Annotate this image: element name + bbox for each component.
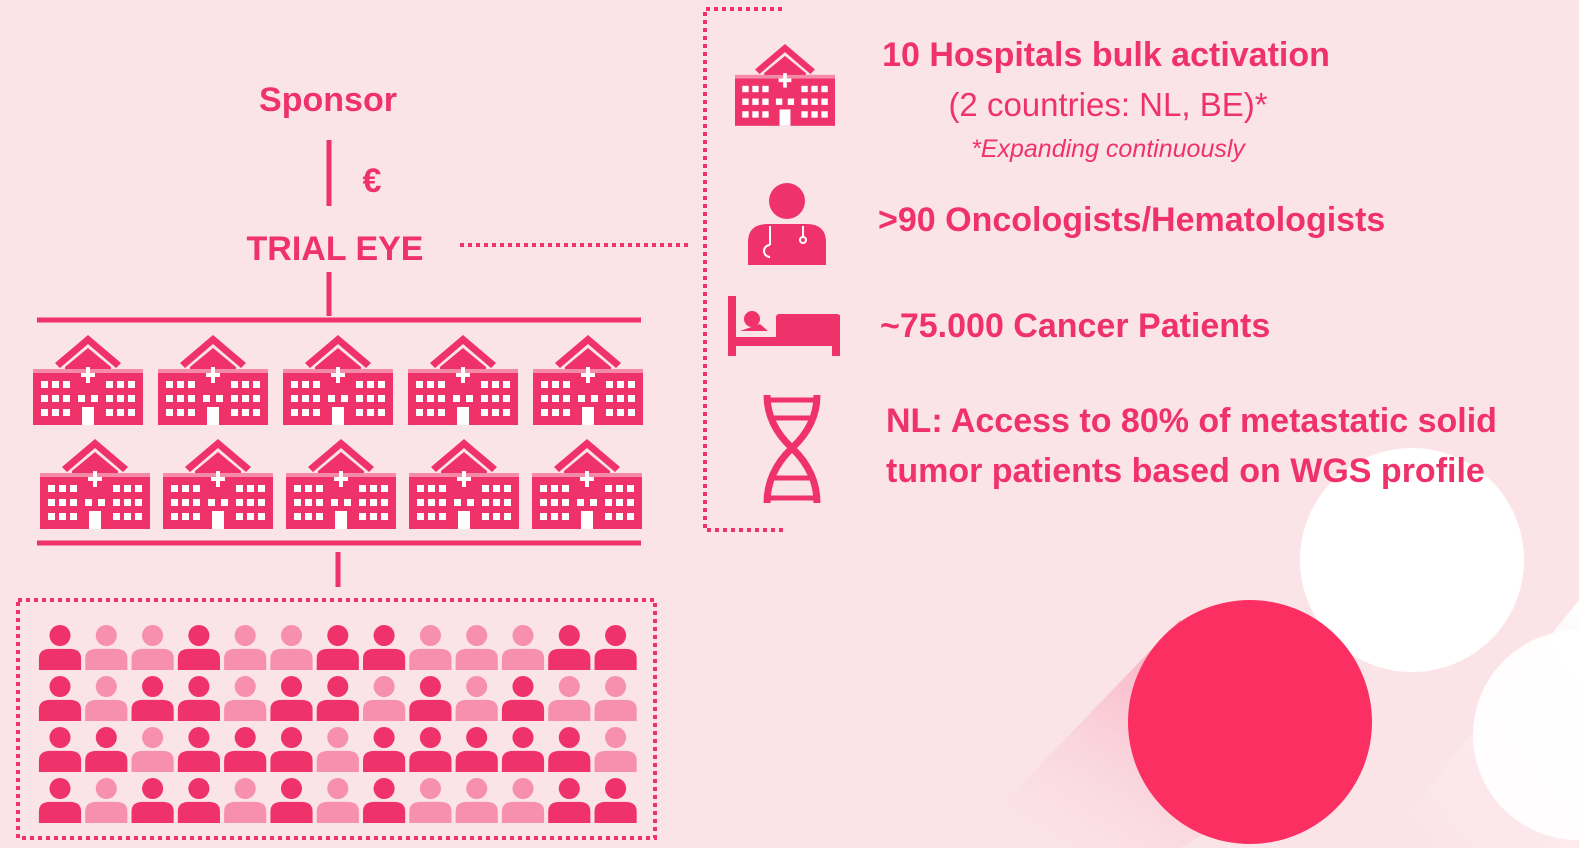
patient-icon	[39, 625, 81, 670]
dna-icon	[767, 395, 817, 503]
fact-line: NL: Access to 80% of metastatic solid	[886, 402, 1497, 440]
patient-icon	[85, 778, 127, 823]
hospital-icon	[33, 335, 143, 425]
patient-icon	[39, 727, 81, 772]
patient-icon	[85, 727, 127, 772]
hospital-icon	[158, 335, 268, 425]
hospital-icon	[735, 44, 835, 126]
patient-icon	[548, 625, 590, 670]
patient-icon	[595, 778, 637, 823]
patient-icon	[224, 778, 266, 823]
fact-note: *Expanding continuously	[971, 135, 1246, 163]
patient-icon	[502, 778, 544, 823]
patient-icon	[178, 676, 220, 721]
fact-line: tumor patients based on WGS profile	[886, 452, 1485, 490]
hospital-icon	[533, 335, 643, 425]
patient-icon	[456, 778, 498, 823]
patient-icon	[178, 625, 220, 670]
patient-icon	[132, 625, 174, 670]
patient-icon	[317, 625, 359, 670]
patient-icon	[548, 778, 590, 823]
bed-icon	[728, 296, 840, 356]
patient-icon	[456, 676, 498, 721]
patient-icon	[317, 676, 359, 721]
hub-label: TRIAL EYE	[247, 230, 424, 268]
patient-icon	[178, 727, 220, 772]
patient-icon	[502, 727, 544, 772]
patient-icon	[270, 778, 312, 823]
patient-icon	[224, 727, 266, 772]
patient-icon	[595, 625, 637, 670]
patient-icon	[178, 778, 220, 823]
patient-icon	[224, 625, 266, 670]
patient-icon	[409, 625, 451, 670]
patient-icon	[363, 778, 405, 823]
patient-icon	[409, 778, 451, 823]
patient-icon	[39, 778, 81, 823]
patient-icon	[363, 727, 405, 772]
sponsor-label: Sponsor	[259, 81, 397, 119]
patient-icon	[409, 727, 451, 772]
currency-label: €	[363, 162, 382, 200]
patient-icon	[270, 625, 312, 670]
fact-detail: (2 countries: NL, BE)*	[948, 86, 1267, 123]
patient-icon	[456, 625, 498, 670]
patient-grid	[39, 625, 637, 823]
patient-icon	[548, 727, 590, 772]
patient-icon	[39, 676, 81, 721]
fact-title: ~75.000 Cancer Patients	[880, 307, 1270, 345]
patient-icon	[456, 727, 498, 772]
hospital-grid	[33, 335, 643, 529]
patient-icon	[409, 676, 451, 721]
patient-icon	[317, 778, 359, 823]
patient-icon	[132, 727, 174, 772]
hospital-icon	[163, 439, 273, 529]
patient-icon	[502, 676, 544, 721]
hospital-icon	[532, 439, 642, 529]
patient-icon	[363, 676, 405, 721]
hospital-icon	[40, 439, 150, 529]
hospital-icon	[286, 439, 396, 529]
page: Sponsor € TRIAL EYE 10 Hospitals bulk ac…	[0, 0, 1579, 848]
patient-icon	[317, 727, 359, 772]
patient-icon	[595, 676, 637, 721]
infographic: Sponsor € TRIAL EYE 10 Hospitals bulk ac…	[0, 0, 1579, 848]
doctor-icon	[748, 183, 826, 265]
hospital-icon	[283, 335, 393, 425]
patient-icon	[270, 676, 312, 721]
fact-title: >90 Oncologists/Hematologists	[878, 201, 1385, 239]
patient-icon	[363, 625, 405, 670]
patient-icon	[502, 625, 544, 670]
patient-icon	[270, 727, 312, 772]
hospital-icon	[408, 335, 518, 425]
fact-title: 10 Hospitals bulk activation	[882, 36, 1330, 74]
patient-icon	[595, 727, 637, 772]
patient-icon	[85, 625, 127, 670]
patient-icon	[85, 676, 127, 721]
decor-circle	[1128, 600, 1372, 844]
patient-icon	[548, 676, 590, 721]
patient-icon	[224, 676, 266, 721]
hospital-icon	[409, 439, 519, 529]
patient-icon	[132, 778, 174, 823]
patient-icon	[132, 676, 174, 721]
